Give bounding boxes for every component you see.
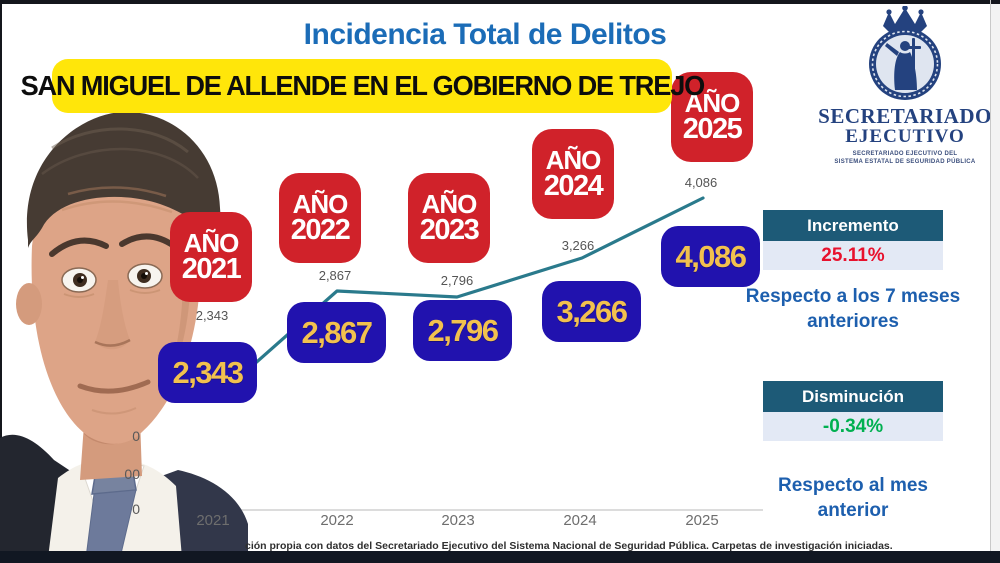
point-label-2021: 2,343 xyxy=(195,308,229,323)
x-axis-line xyxy=(150,509,763,511)
left-frame-bar xyxy=(0,0,2,563)
year-badge-2022: AÑO 2022 xyxy=(279,173,361,263)
increase-panel-value: 25.11% xyxy=(763,241,943,270)
value-badge-2024: 3,266 xyxy=(542,281,641,342)
year-badge-prefix: AÑO xyxy=(545,144,602,175)
page-title: Incidencia Total de Delitos xyxy=(303,18,667,51)
year-badge-year: 2023 xyxy=(419,213,480,246)
year-badge-2021: AÑO 2021 xyxy=(170,212,252,302)
increase-panel-title: Incremento xyxy=(763,210,943,241)
year-badge-2023: AÑO 2023 xyxy=(408,173,490,263)
year-badge-2025: AÑO 2025 xyxy=(671,72,753,162)
point-label-2025: 4,086 xyxy=(684,175,718,190)
value-badge-2022: 2,867 xyxy=(287,302,386,363)
logo-title-line1: SECRETARIADO xyxy=(818,104,992,128)
increase-panel-caption: Respecto a los 7 meses anteriores xyxy=(745,286,961,332)
right-frame-strip xyxy=(991,0,1000,552)
bottom-frame-bar xyxy=(0,551,1000,563)
year-badge-prefix: AÑO xyxy=(684,87,741,118)
x-tick-2022: 2022 xyxy=(320,512,354,529)
right-frame-line xyxy=(990,0,991,552)
decrease-panel: Disminución -0.34% xyxy=(763,381,943,441)
x-tick-2023: 2023 xyxy=(441,512,475,529)
x-tick-2024: 2024 xyxy=(563,512,597,529)
y-tick-fragment-mid: 00 xyxy=(124,466,140,482)
year-badge-2024: AÑO 2024 xyxy=(532,129,614,219)
x-tick-2021: 2021 xyxy=(196,512,230,529)
subtitle-banner-text: SAN MIGUEL DE ALLENDE EN EL GOBIERNO DE … xyxy=(20,70,705,101)
value-badge-2021: 2,343 xyxy=(158,342,257,403)
point-label-2024: 3,266 xyxy=(561,238,595,253)
year-badge-prefix: AÑO xyxy=(421,188,478,219)
increase-panel: Incremento 25.11% xyxy=(763,210,943,270)
value-badge-2025: 4,086 xyxy=(661,226,760,287)
logo-caption-line2: SISTEMA ESTATAL DE SEGURIDAD PÚBLICA xyxy=(834,159,976,166)
top-frame-bar xyxy=(0,0,1000,4)
year-badge-year: 2021 xyxy=(181,252,242,285)
value-badge-2023: 2,796 xyxy=(413,300,512,361)
decrease-panel-value: -0.34% xyxy=(763,412,943,441)
logo-caption-line1: SECRETARIADO EJECUTIVO DEL xyxy=(852,150,958,157)
point-label-2023: 2,796 xyxy=(440,273,474,288)
source-note: ción propia con datos del Secretariado E… xyxy=(245,540,893,552)
point-label-2022: 2,867 xyxy=(318,268,352,283)
secretariado-seal-icon xyxy=(869,6,941,100)
year-badge-year: 2022 xyxy=(290,213,351,246)
logo-title-line2: EJECUTIVO xyxy=(845,126,965,147)
y-tick-fragment-top: 0 xyxy=(132,428,140,444)
decrease-panel-caption: Respecto al mes anterior xyxy=(778,475,928,521)
secretariado-logo: SECRETARIADO EJECUTIVO SECRETARIADO EJEC… xyxy=(815,6,995,167)
subtitle-banner: SAN MIGUEL DE ALLENDE EN EL GOBIERNO DE … xyxy=(20,59,705,113)
x-tick-2025: 2025 xyxy=(685,512,719,529)
decrease-panel-title: Disminución xyxy=(763,381,943,412)
year-badge-prefix: AÑO xyxy=(183,227,240,258)
year-badge-year: 2024 xyxy=(543,169,604,202)
year-badge-prefix: AÑO xyxy=(292,188,349,219)
year-badge-year: 2025 xyxy=(682,112,743,145)
y-tick-fragment-zero: 0 xyxy=(132,501,140,517)
